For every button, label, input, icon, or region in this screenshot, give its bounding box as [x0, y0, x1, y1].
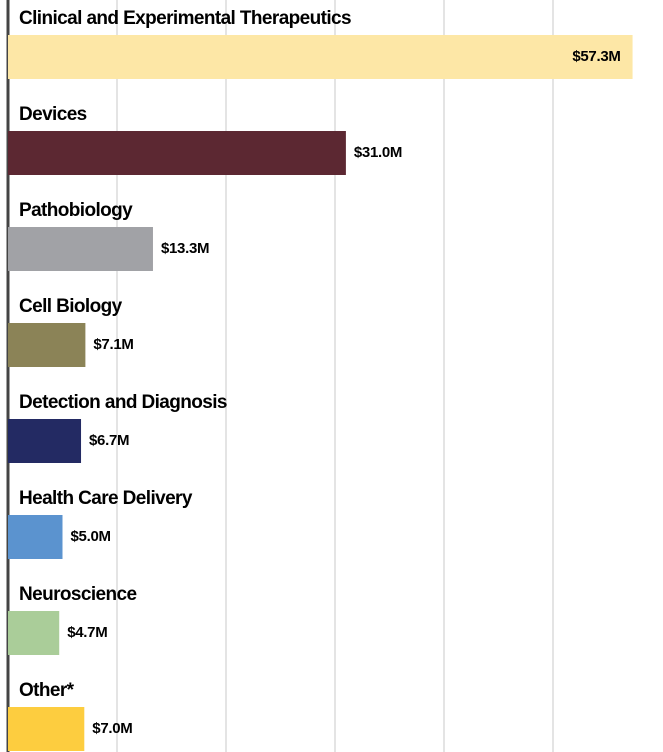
bar [8, 227, 153, 271]
category-label: Other* [19, 680, 75, 701]
bar [8, 131, 346, 175]
value-label: $6.7M [89, 432, 129, 449]
value-label: $31.0M [354, 144, 402, 161]
category-label: Detection and Diagnosis [19, 392, 227, 413]
bar [8, 515, 63, 559]
bar [8, 419, 82, 463]
value-label: $5.0M [71, 528, 111, 545]
bar [8, 323, 86, 367]
value-label: $57.3M [572, 48, 620, 65]
bar [8, 707, 85, 751]
value-label: $13.3M [161, 240, 209, 257]
category-label: Neuroscience [19, 584, 136, 605]
value-label: $4.7M [67, 624, 107, 641]
bar [8, 611, 60, 655]
category-label: Clinical and Experimental Therapeutics [19, 8, 351, 29]
category-label: Devices [19, 104, 87, 125]
bar [8, 35, 633, 79]
value-label: $7.1M [93, 336, 133, 353]
category-label: Cell Biology [19, 296, 123, 317]
category-label: Health Care Delivery [19, 488, 193, 509]
value-label: $7.0M [92, 720, 132, 737]
category-label: Pathobiology [19, 200, 133, 221]
